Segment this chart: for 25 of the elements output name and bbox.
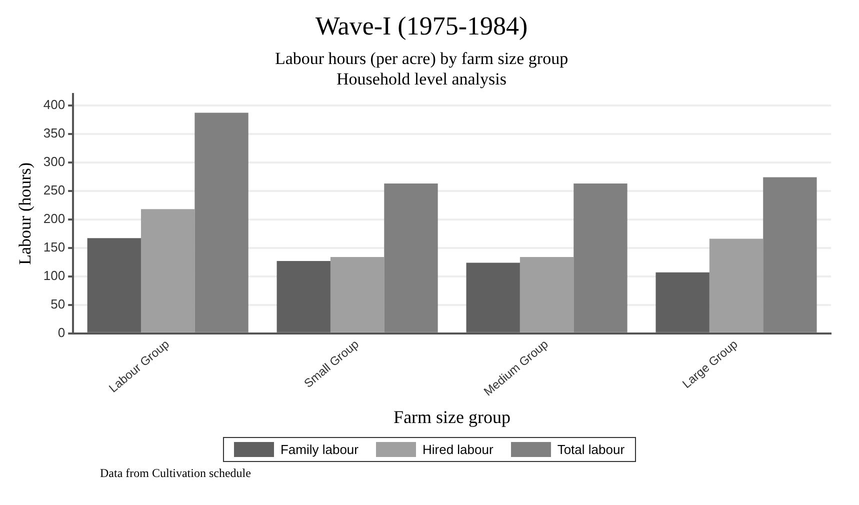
y-axis-title: Labour (hours): [16, 162, 35, 265]
y-tick-label: 350: [43, 125, 66, 140]
bar: [384, 183, 438, 332]
chart-title: Wave-I (1975-1984): [315, 11, 528, 40]
y-tick-label: 100: [43, 268, 66, 283]
legend-label: Hired labour: [422, 442, 494, 457]
y-tick-label: 400: [43, 96, 66, 112]
text: Data from Cultivation schedule: [100, 466, 252, 481]
bar: [194, 112, 248, 332]
bar: [709, 238, 764, 332]
y-tick-label: 0: [58, 324, 66, 340]
bar: [330, 256, 384, 332]
y-tick-label: 50: [50, 296, 66, 312]
bar: [140, 209, 195, 332]
chart-subtitle: Labour hours (per acre) by farm size group Household level analysis: [274, 48, 568, 88]
y-tick-label: 250: [43, 182, 66, 198]
bar: [763, 177, 817, 332]
legend-label: Total labour: [557, 442, 625, 457]
legend-label: Family labour: [280, 442, 358, 457]
y-tick-label: 150: [43, 239, 66, 254]
bar: [520, 256, 574, 332]
bar: [574, 183, 628, 332]
y-tick-label: 300: [43, 154, 66, 169]
y-tick-label: 200: [43, 210, 66, 226]
x-axis-title: Farm size group: [394, 406, 511, 427]
